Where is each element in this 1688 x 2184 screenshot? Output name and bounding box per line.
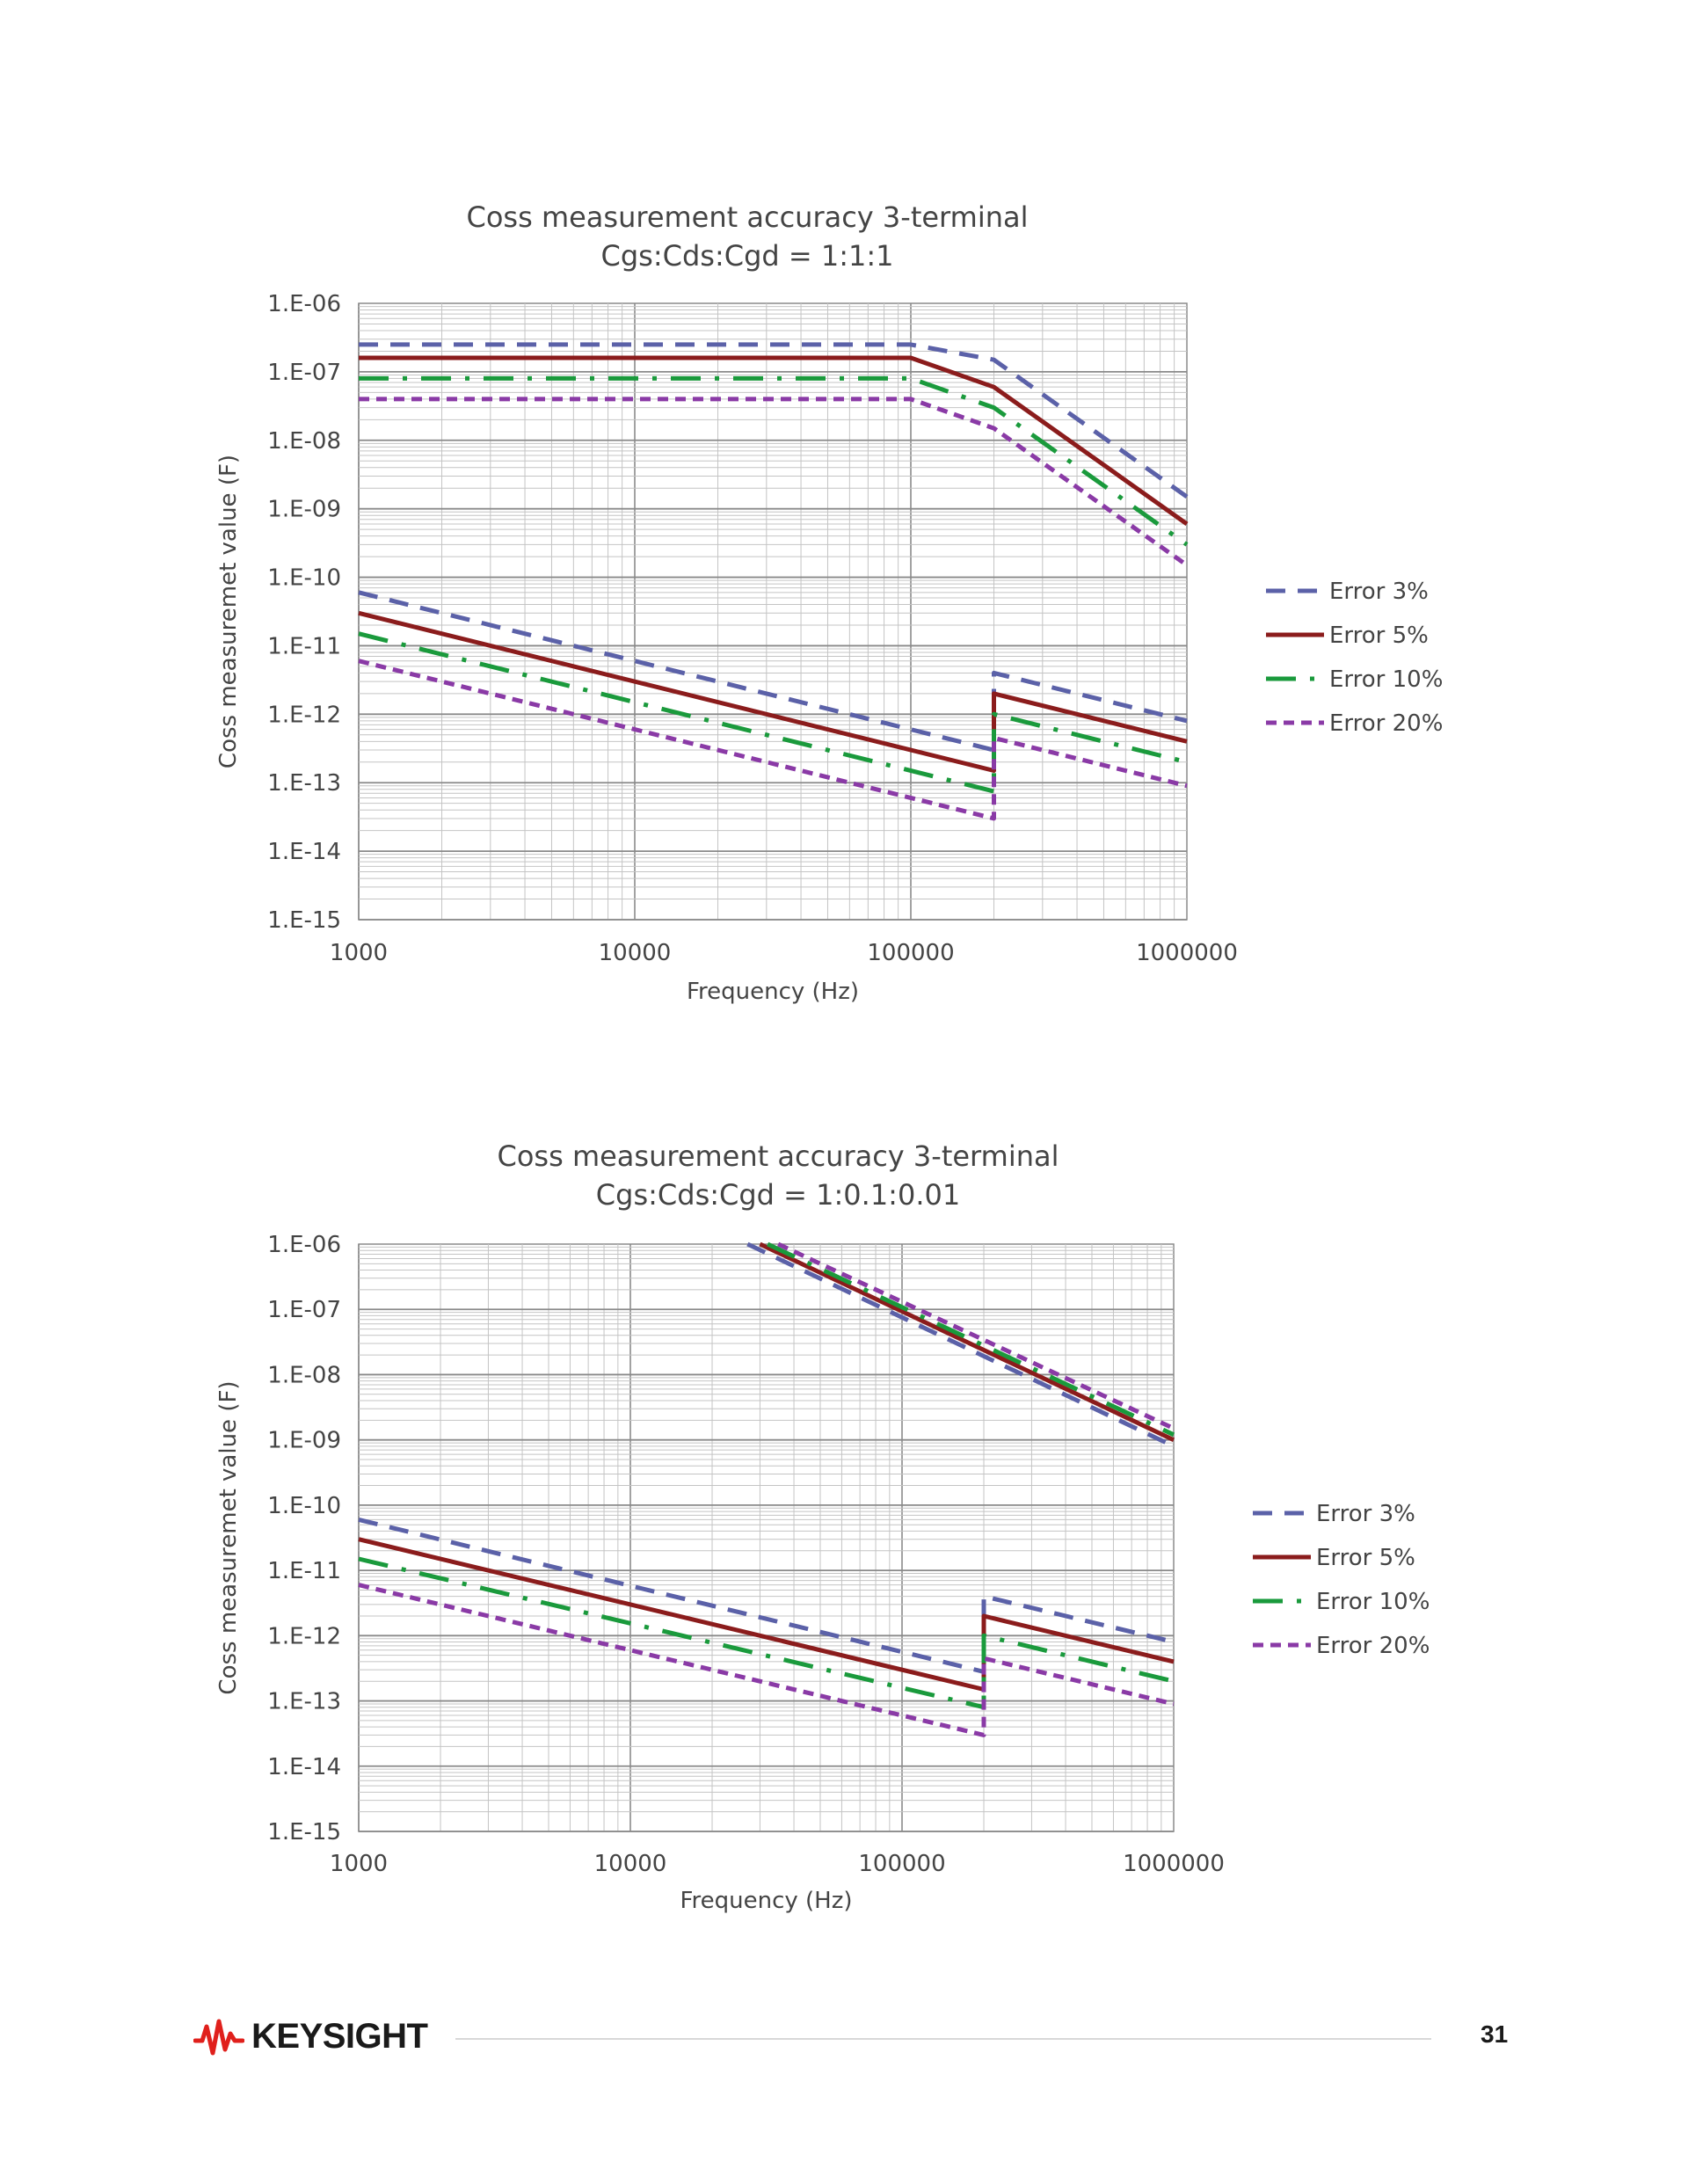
- y-tick-label: 1.E-15: [267, 907, 341, 934]
- y-tick-label: 1.E-11: [267, 633, 341, 659]
- series-line-lower: [358, 590, 1188, 753]
- y-tick-label: 1.E-06: [267, 1232, 341, 1258]
- series-line-lower: [358, 1556, 1175, 1710]
- x-axis-label: Frequency (Hz): [680, 1888, 852, 1914]
- y-tick-label: 1.E-09: [267, 497, 341, 523]
- series-line-upper: [359, 397, 1189, 567]
- y-tick-label: 1.E-14: [267, 839, 341, 865]
- x-tick-label: 1000000: [1136, 940, 1238, 966]
- y-tick-label: 1.E-08: [267, 1362, 341, 1388]
- x-tick-label: 1000: [330, 1851, 388, 1877]
- y-tick-label: 1.E-14: [267, 1754, 341, 1780]
- y-tick-label: 1.E-10: [267, 1493, 341, 1519]
- y-tick-label: 1.E-06: [267, 291, 341, 317]
- x-tick-label: 100000: [867, 940, 954, 966]
- chart-1: Coss measurement accuracy 3-terminal Cgs:…: [215, 200, 1443, 1005]
- plot-area: [358, 1243, 1175, 1832]
- y-tick-label: 1.E-15: [267, 1819, 341, 1845]
- series-line-upper: [767, 1241, 1175, 1438]
- series-line-upper: [759, 1241, 1175, 1442]
- chart-subtitle: Cgs:Cds:Cgd = 1:0.1:0.01: [596, 1178, 960, 1212]
- y-tick-label: 1.E-10: [267, 565, 341, 592]
- series-line-upper: [359, 355, 1189, 526]
- keysight-wave-icon: [193, 2019, 244, 2055]
- y-tick-label: 1.E-07: [267, 360, 341, 386]
- x-tick-label: 10000: [594, 1851, 667, 1877]
- brand-name: KEYSIGHT: [251, 2017, 428, 2056]
- series-line-upper: [359, 375, 1189, 547]
- y-tick-label: 1.E-12: [267, 1623, 341, 1649]
- series-line-lower: [358, 631, 1188, 794]
- y-tick-label: 1.E-13: [267, 1689, 341, 1715]
- series-line-upper: [777, 1241, 1175, 1431]
- footer-divider: [455, 2038, 1431, 2040]
- y-axis-label: Coss measuremet value (F): [215, 1380, 242, 1694]
- legend-label: Error 5%: [1316, 1545, 1415, 1571]
- y-tick-label: 1.E-12: [267, 702, 341, 728]
- chart-subtitle: Cgs:Cds:Cgd = 1:1:1: [601, 239, 894, 273]
- keysight-logo: KEYSIGHT: [193, 2017, 428, 2057]
- x-tick-label: 1000: [330, 940, 388, 966]
- chart-title: Coss measurement accuracy 3-terminal: [498, 1139, 1059, 1173]
- y-tick-label: 1.E-13: [267, 770, 341, 797]
- series-line-upper: [746, 1241, 1175, 1449]
- legend-label: Error 20%: [1316, 1633, 1430, 1659]
- grid: [358, 1244, 1174, 1832]
- legend-label: Error 10%: [1316, 1589, 1430, 1615]
- legend-label: Error 3%: [1316, 1501, 1415, 1527]
- y-axis-label: Coss measuremet value (F): [215, 455, 242, 768]
- legend-label: Error 5%: [1329, 622, 1429, 649]
- chart-2: Coss measurement accuracy 3-terminal Cgs:…: [215, 1139, 1430, 1914]
- x-tick-label: 100000: [858, 1851, 945, 1877]
- legend-label: Error 10%: [1329, 666, 1443, 693]
- y-tick-label: 1.E-07: [267, 1297, 341, 1323]
- x-axis-label: Frequency (Hz): [687, 979, 859, 1005]
- series-line-lower: [358, 659, 1188, 821]
- x-tick-label: 10000: [599, 940, 672, 966]
- legend: Error 3% Error 5% Error 10% Error 20%: [1266, 579, 1443, 737]
- y-tick-label: 1.E-09: [267, 1428, 341, 1454]
- y-tick-label: 1.E-08: [267, 428, 341, 455]
- legend-label: Error 20%: [1329, 710, 1443, 737]
- page-footer: KEYSIGHT 31: [0, 2005, 1688, 2075]
- plot-area: [358, 302, 1188, 921]
- legend-label: Error 3%: [1329, 579, 1429, 605]
- chart-title: Coss measurement accuracy 3-terminal: [467, 200, 1029, 234]
- y-tick-label: 1.E-11: [267, 1558, 341, 1584]
- legend: Error 3% Error 5% Error 10% Error 20%: [1253, 1501, 1430, 1659]
- x-tick-label: 1000000: [1123, 1851, 1225, 1877]
- series-line-lower: [358, 1583, 1175, 1737]
- grid: [358, 303, 1187, 921]
- page-number: 31: [1481, 2020, 1509, 2048]
